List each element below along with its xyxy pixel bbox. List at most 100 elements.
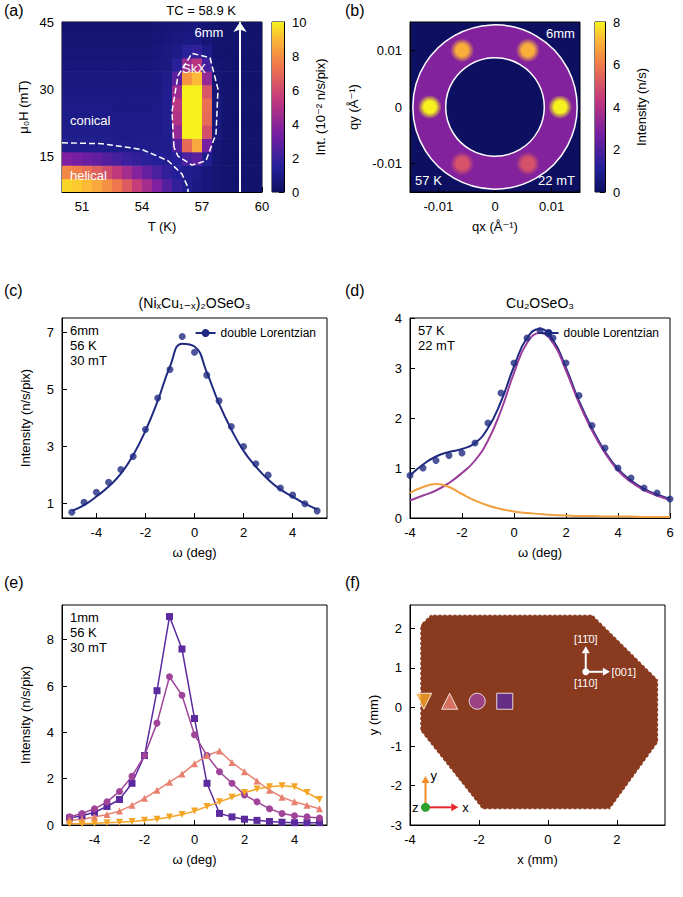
svg-text:-2: -2 [139,832,151,847]
svg-text:0: 0 [191,525,198,540]
svg-text:30 mT: 30 mT [70,640,107,655]
svg-text:4: 4 [395,311,402,326]
svg-text:0: 0 [47,818,54,833]
svg-text:-2: -2 [456,525,468,540]
svg-text:y: y [431,768,438,783]
svg-text:56 K: 56 K [70,338,97,353]
svg-text:μ₀H (mT): μ₀H (mT) [16,80,31,133]
svg-text:4: 4 [291,832,298,847]
svg-text:6mm: 6mm [546,26,575,41]
svg-text:Intensity (n/s/pix): Intensity (n/s/pix) [18,666,33,764]
svg-text:(a): (a) [4,2,24,19]
svg-text:2: 2 [47,771,54,786]
svg-text:6: 6 [613,57,620,72]
svg-text:-2: -2 [140,525,152,540]
svg-text:ω (deg): ω (deg) [172,852,216,867]
svg-text:2: 2 [395,411,402,426]
svg-text:2: 2 [562,525,569,540]
svg-text:4: 4 [47,725,54,740]
svg-text:qy (Å⁻¹): qy (Å⁻¹) [346,84,361,130]
svg-text:(e): (e) [4,574,24,591]
svg-text:Cu₂OSeO₃: Cu₂OSeO₃ [506,295,574,311]
svg-text:8: 8 [292,49,299,64]
svg-text:(NiₓCu₁₋ₓ)₂OSeO₃: (NiₓCu₁₋ₓ)₂OSeO₃ [139,295,251,311]
svg-text:x (mm): x (mm) [517,852,557,867]
svg-text:-2: -2 [390,778,402,793]
svg-text:-1: -1 [390,739,402,754]
svg-text:1: 1 [47,496,54,511]
svg-text:(d): (d) [345,282,365,299]
svg-text:45: 45 [40,15,54,30]
svg-text:30: 30 [40,82,54,97]
svg-text:5: 5 [47,382,54,397]
svg-text:0.01: 0.01 [377,43,402,58]
svg-text:ω (deg): ω (deg) [172,545,216,560]
svg-text:6: 6 [47,679,54,694]
svg-text:[110]: [110] [574,677,598,689]
svg-text:Intensity (n/s): Intensity (n/s) [634,68,649,146]
svg-text:[001]: [001] [612,666,636,678]
svg-text:-4: -4 [404,832,416,847]
svg-text:x: x [462,800,469,815]
svg-text:2: 2 [613,832,620,847]
svg-text:(c): (c) [4,282,23,299]
svg-text:0: 0 [292,185,299,200]
svg-text:-4: -4 [91,525,103,540]
svg-text:57 K: 57 K [415,173,442,188]
svg-text:double Lorentzian: double Lorentzian [564,326,659,340]
svg-text:30 mT: 30 mT [70,353,107,368]
svg-text:10: 10 [292,15,306,30]
svg-text:0: 0 [395,511,402,526]
svg-text:-4: -4 [404,525,416,540]
svg-text:-2: -2 [473,832,485,847]
svg-text:60: 60 [255,199,269,214]
svg-text:1: 1 [395,461,402,476]
svg-text:54: 54 [135,199,149,214]
svg-text:-0.01: -0.01 [372,156,402,171]
svg-text:[11̄0]: [11̄0] [574,633,598,645]
svg-text:22 mT: 22 mT [538,173,575,188]
svg-text:-3: -3 [390,818,402,833]
svg-text:Int. (10⁻² n/s/pix): Int. (10⁻² n/s/pix) [313,58,328,155]
svg-text:22 mT: 22 mT [418,338,455,353]
svg-text:3: 3 [47,439,54,454]
svg-text:2: 2 [613,142,620,157]
svg-text:0: 0 [544,832,551,847]
svg-text:6mm: 6mm [195,25,224,40]
svg-text:double Lorentzian: double Lorentzian [221,326,316,340]
svg-text:15: 15 [40,149,54,164]
svg-text:Intensity (n/s/pix): Intensity (n/s/pix) [18,369,33,467]
svg-text:0: 0 [510,525,517,540]
svg-text:(f): (f) [345,574,360,591]
svg-text:0.01: 0.01 [539,199,564,214]
svg-text:2: 2 [241,832,248,847]
svg-text:-0.01: -0.01 [424,199,454,214]
svg-text:1: 1 [395,660,402,675]
svg-text:0: 0 [191,832,198,847]
svg-text:57 K: 57 K [418,323,445,338]
svg-text:6: 6 [292,83,299,98]
svg-text:qx (Å⁻¹): qx (Å⁻¹) [472,219,518,234]
svg-text:8: 8 [47,632,54,647]
svg-text:SkX: SkX [182,61,206,76]
svg-text:0: 0 [613,185,620,200]
svg-text:-4: -4 [89,832,101,847]
svg-text:ω (deg): ω (deg) [518,545,562,560]
svg-text:(b): (b) [345,2,365,19]
svg-text:0: 0 [395,700,402,715]
svg-text:8: 8 [613,15,620,30]
svg-text:4: 4 [613,100,620,115]
svg-text:2: 2 [240,525,247,540]
svg-text:3: 3 [395,361,402,376]
svg-text:y (mm): y (mm) [366,695,381,735]
svg-text:56 K: 56 K [70,625,97,640]
svg-text:helical: helical [70,168,107,183]
svg-text:T (K): T (K) [148,219,177,234]
svg-text:2: 2 [395,621,402,636]
svg-text:z: z [412,800,419,815]
svg-text:TC = 58.9 K: TC = 58.9 K [166,3,236,18]
svg-text:2: 2 [292,151,299,166]
svg-text:4: 4 [289,525,296,540]
svg-text:0: 0 [491,199,498,214]
svg-text:1mm: 1mm [70,610,99,625]
